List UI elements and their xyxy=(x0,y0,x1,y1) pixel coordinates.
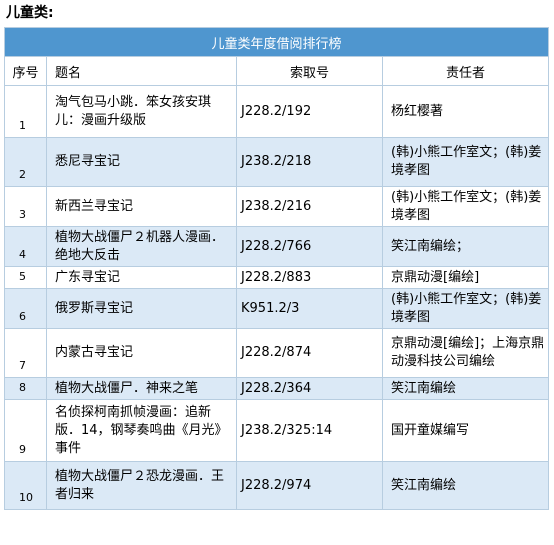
row-responsibility: 笑江南编绘； xyxy=(381,226,550,267)
row-responsibility: (韩)小熊工作室文；(韩)姜境孝图 xyxy=(381,186,550,227)
row-call-number: J228.2/192 xyxy=(236,85,383,138)
table-row: 2 悉尼寻宝记 J238.2/218 (韩)小熊工作室文；(韩)姜境孝图 xyxy=(4,137,550,187)
row-number: 6 xyxy=(4,288,47,329)
row-responsibility: (韩)小熊工作室文；(韩)姜境孝图 xyxy=(381,137,550,187)
row-number: 4 xyxy=(4,226,47,267)
row-number: 8 xyxy=(4,377,47,400)
row-title: 植物大战僵尸．神来之笔 xyxy=(46,377,237,400)
ranking-table-container: 儿童类年度借阅排行榜 序号 题名 索取号 责任者 1 淘气包马小跳．笨女孩安琪儿：… xyxy=(3,27,550,510)
row-number: 1 xyxy=(4,85,47,138)
row-title: 植物大战僵尸２机器人漫画．绝地大反击 xyxy=(46,226,237,267)
row-call-number: J228.2/874 xyxy=(236,328,383,378)
header-no: 序号 xyxy=(4,56,47,86)
table-row: 3 新西兰寻宝记 J238.2/216 (韩)小熊工作室文；(韩)姜境孝图 xyxy=(4,186,550,227)
section-title: 儿童类: xyxy=(6,5,54,21)
table-body: 1 淘气包马小跳．笨女孩安琪儿：漫画升级版 J228.2/192 杨红樱著 2 悉尼寻宝记… xyxy=(4,85,550,510)
table-row: 5 广东寻宝记 J228.2/883 京鼎动漫[编绘] xyxy=(4,266,550,289)
row-call-number: J228.2/883 xyxy=(236,266,383,289)
table-row: 4 植物大战僵尸２机器人漫画．绝地大反击 J228.2/766 笑江南编绘； xyxy=(4,226,550,267)
row-responsibility: 笑江南编绘 xyxy=(381,461,550,510)
row-responsibility: 京鼎动漫[编绘]；上海京鼎动漫科技公司编绘 xyxy=(381,328,550,378)
header-title: 题名 xyxy=(46,56,237,86)
row-number: 5 xyxy=(4,266,47,289)
row-number: 10 xyxy=(4,461,47,510)
row-title: 内蒙古寻宝记 xyxy=(46,328,237,378)
table-row: 8 植物大战僵尸．神来之笔 J228.2/364 笑江南编绘 xyxy=(4,377,550,400)
table-row: 1 淘气包马小跳．笨女孩安琪儿：漫画升级版 J228.2/192 杨红樱著 xyxy=(4,85,550,138)
row-responsibility: 京鼎动漫[编绘] xyxy=(381,266,550,289)
row-number: 2 xyxy=(4,137,47,187)
row-call-number: J228.2/974 xyxy=(236,461,383,510)
row-responsibility: 杨红樱著 xyxy=(381,85,550,138)
row-call-number: J228.2/766 xyxy=(236,226,383,267)
header-responsibility: 责任者 xyxy=(381,56,550,86)
row-responsibility: 笑江南编绘 xyxy=(381,377,550,400)
header-call-number: 索取号 xyxy=(236,56,383,86)
row-title: 名侦探柯南抓帧漫画：追新版．14，钢琴奏鸣曲《月光》事件 xyxy=(46,399,237,462)
row-call-number: K951.2/3 xyxy=(236,288,383,329)
row-call-number: J238.2/325:14 xyxy=(236,399,383,462)
row-number: 3 xyxy=(4,186,47,227)
ranking-table: 儿童类年度借阅排行榜 序号 题名 索取号 责任者 1 淘气包马小跳．笨女孩安琪儿：… xyxy=(3,27,550,510)
table-row: 7 内蒙古寻宝记 J228.2/874 京鼎动漫[编绘]；上海京鼎动漫科技公司编绘 xyxy=(4,328,550,378)
row-title: 淘气包马小跳．笨女孩安琪儿：漫画升级版 xyxy=(46,85,237,138)
table-caption: 儿童类年度借阅排行榜 xyxy=(3,27,550,57)
row-title: 俄罗斯寻宝记 xyxy=(46,288,237,329)
table-row: 9 名侦探柯南抓帧漫画：追新版．14，钢琴奏鸣曲《月光》事件 J238.2/325:… xyxy=(4,399,550,462)
row-call-number: J228.2/364 xyxy=(236,377,383,400)
row-title: 新西兰寻宝记 xyxy=(46,186,237,227)
row-number: 7 xyxy=(4,328,47,378)
row-title: 广东寻宝记 xyxy=(46,266,237,289)
row-number: 9 xyxy=(4,399,47,462)
table-row: 6 俄罗斯寻宝记 K951.2/3 (韩)小熊工作室文；(韩)姜境孝图 xyxy=(4,288,550,329)
table-row: 10 植物大战僵尸２恐龙漫画．王者归来 J228.2/974 笑江南编绘 xyxy=(4,461,550,510)
row-responsibility: (韩)小熊工作室文；(韩)姜境孝图 xyxy=(381,288,550,329)
row-title: 悉尼寻宝记 xyxy=(46,137,237,187)
row-call-number: J238.2/218 xyxy=(236,137,383,187)
row-call-number: J238.2/216 xyxy=(236,186,383,227)
row-title: 植物大战僵尸２恐龙漫画．王者归来 xyxy=(46,461,237,510)
row-responsibility: 国开童媒编写 xyxy=(381,399,550,462)
